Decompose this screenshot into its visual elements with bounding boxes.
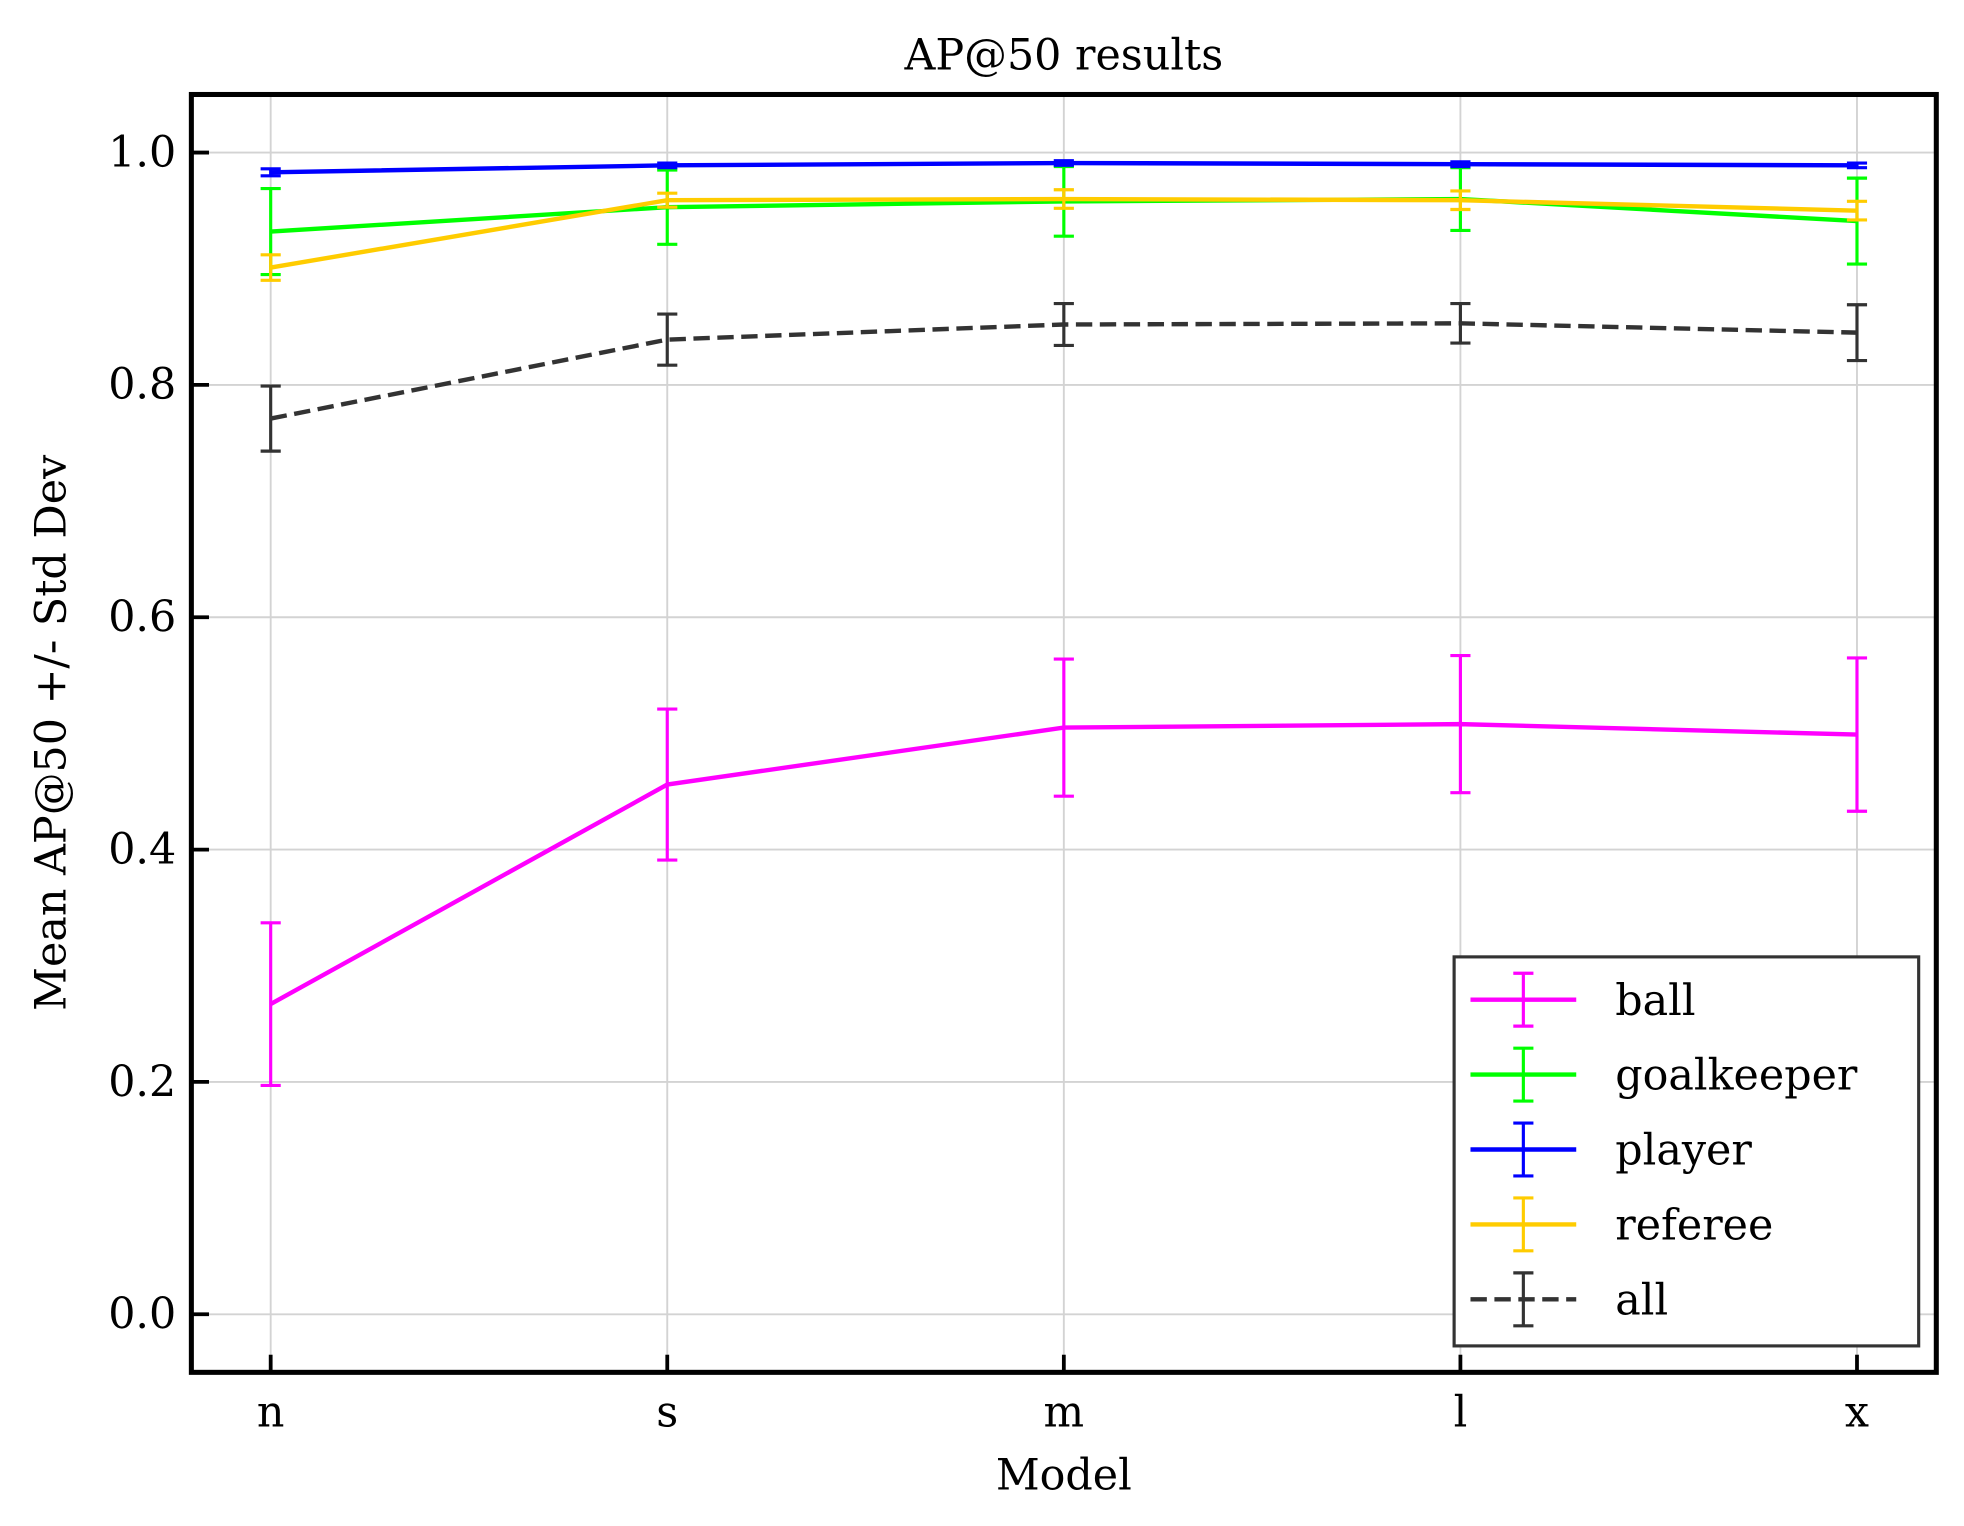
series-line <box>270 196 1858 270</box>
x-tick-label: l <box>1454 1387 1468 1437</box>
legend-label: goalkeeper <box>1615 1051 1858 1101</box>
legend: ball goalkeeper player referee all <box>1452 955 1921 1348</box>
series-player <box>260 159 1868 178</box>
x-tick-label: s <box>656 1387 678 1437</box>
chart-title: AP@50 results <box>903 30 1223 80</box>
y-tick-label: 0.8 <box>108 360 176 410</box>
series-all <box>260 302 1868 453</box>
y-tick-label: 0.6 <box>108 592 176 642</box>
y-tick-label: 1.0 <box>108 127 176 177</box>
y-tick-label: 0.2 <box>108 1057 176 1107</box>
series-line <box>269 721 1858 1007</box>
legend-label: referee <box>1615 1201 1773 1251</box>
series-line <box>270 160 1857 175</box>
ticks: n s m l x 0.0 0.2 0.4 0.6 0.8 1.0 <box>108 127 1869 1437</box>
x-tick-label: n <box>257 1387 285 1437</box>
series-referee <box>260 188 1868 282</box>
legend-label: all <box>1615 1275 1668 1325</box>
x-tick-label: x <box>1845 1387 1869 1437</box>
series-ball <box>260 654 1868 1087</box>
y-tick-label: 0.0 <box>108 1289 176 1339</box>
legend-label: player <box>1615 1126 1752 1176</box>
legend-label: ball <box>1615 976 1695 1026</box>
series-line <box>270 321 1858 421</box>
series-layer <box>260 159 1868 1087</box>
x-tick-label: m <box>1044 1387 1085 1437</box>
x-axis-label: Model <box>996 1450 1132 1500</box>
y-tick-label: 0.4 <box>108 824 176 874</box>
y-axis-label: Mean AP@50 +/- Std Dev <box>26 454 76 1011</box>
